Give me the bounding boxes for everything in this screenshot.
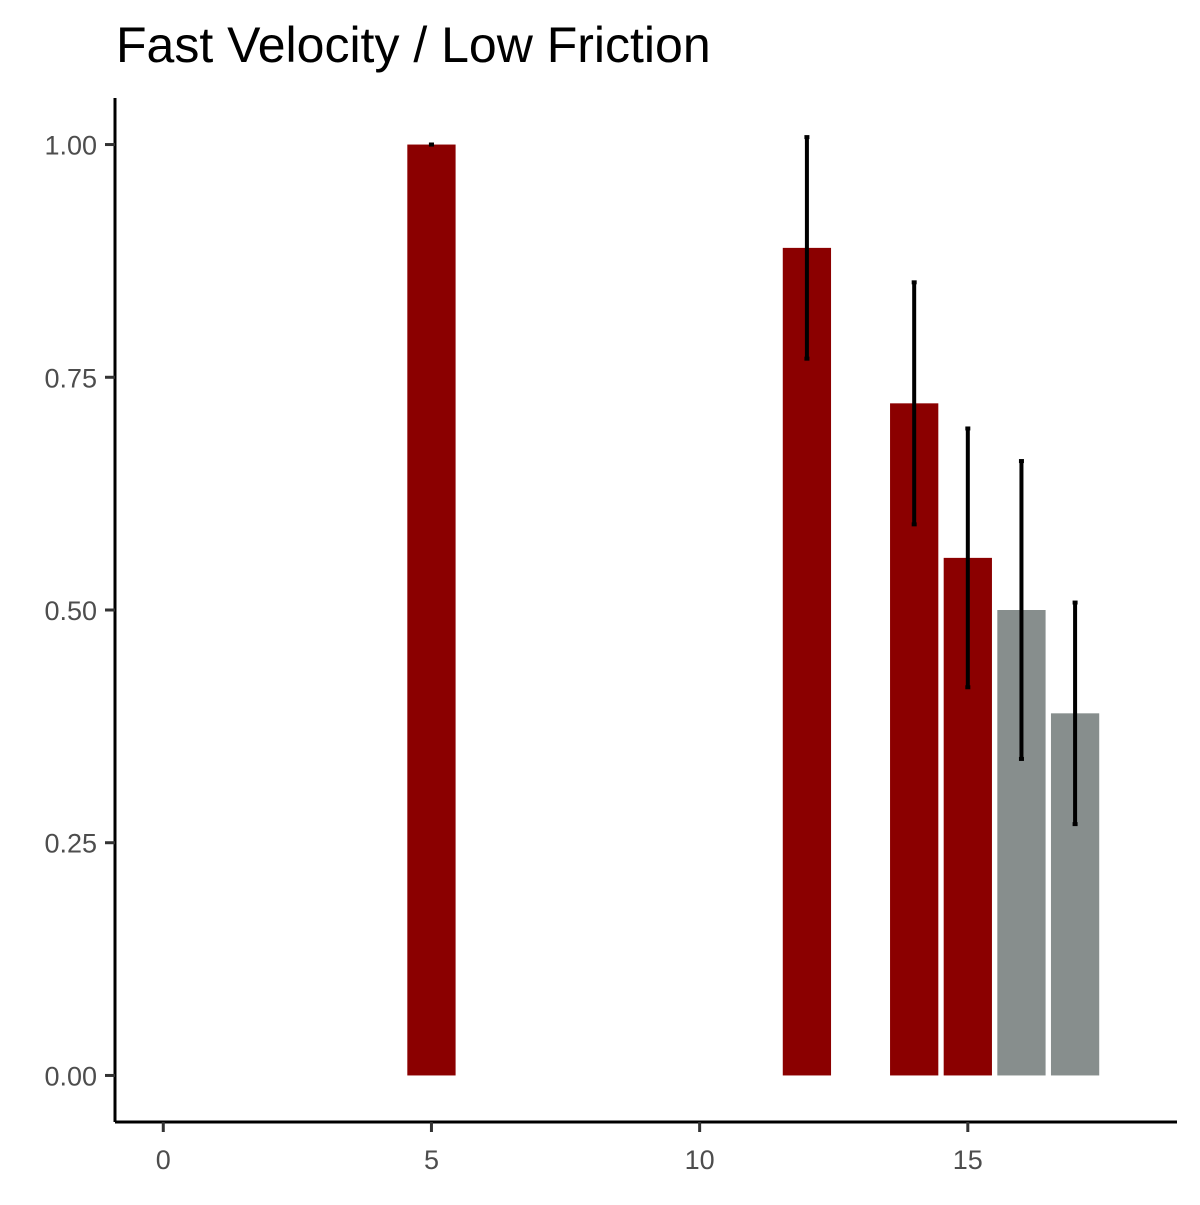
y-tick-label-0: 0.00 [44,1061,97,1091]
y-tick-label-1: 0.25 [44,829,97,859]
chart-title: Fast Velocity / Low Friction [116,17,711,73]
x-tick-label-2: 10 [685,1145,715,1175]
error-bar-1 [804,135,810,361]
x-tick-label-3: 15 [953,1145,983,1175]
axes-layer: 0.00 0.25 0.50 0.75 1.00 0 5 10 15 [44,98,1177,1175]
bar-1 [782,247,832,1076]
bar-0 [407,144,456,1076]
error-bar-2 [911,280,917,527]
error-bar-4 [1018,459,1024,761]
y-tick-label-3: 0.75 [44,363,97,393]
y-tick-label-4: 1.00 [44,131,97,161]
error-bars-layer [428,135,1078,827]
error-bar-5 [1072,600,1078,827]
x-tick-label-1: 5 [424,1145,439,1175]
bars-layer [407,144,1100,1076]
y-tick-label-2: 0.50 [44,596,97,626]
error-bar-3 [965,426,971,690]
x-tick-label-0: 0 [156,1145,171,1175]
